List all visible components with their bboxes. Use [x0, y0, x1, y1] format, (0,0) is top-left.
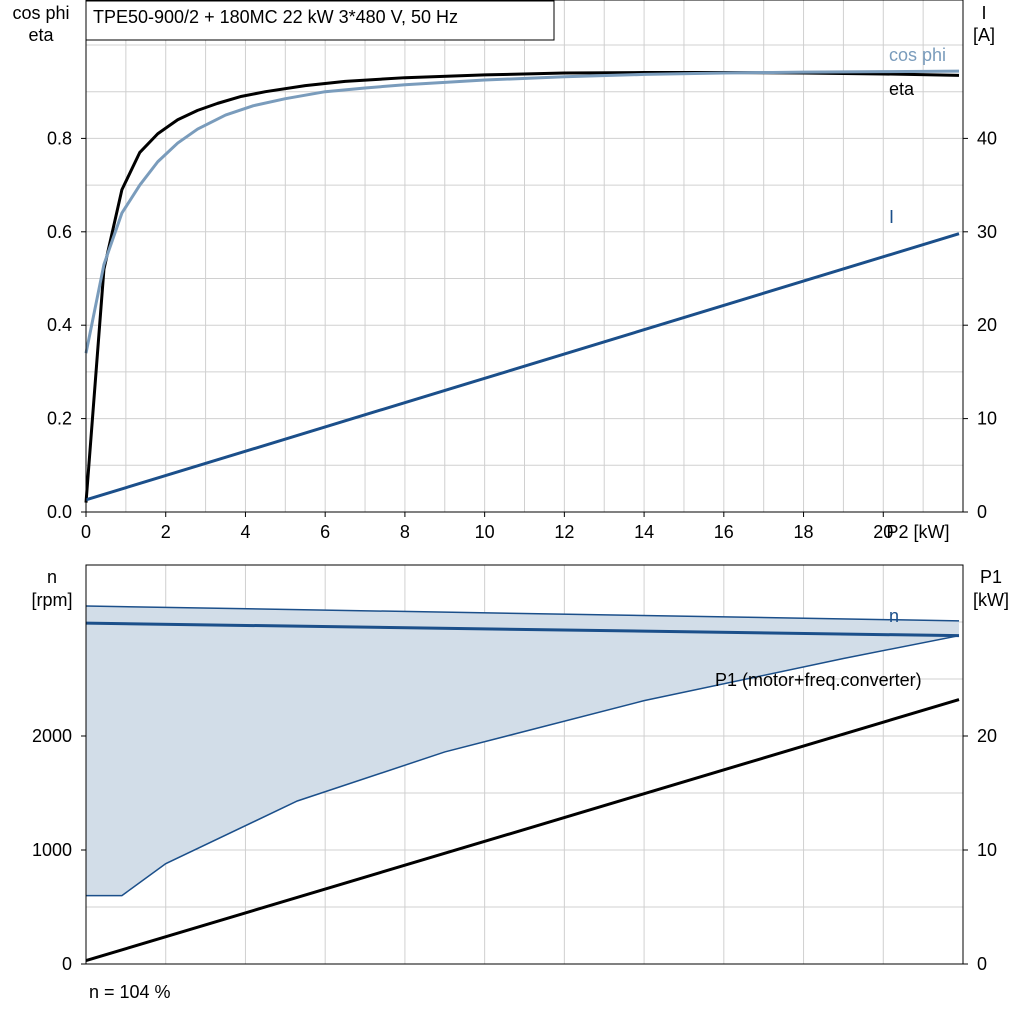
series-label-speed: n	[889, 606, 899, 626]
series-line-p1	[85, 698, 960, 963]
series-label-p1: P1 (motor+freq.converter)	[715, 670, 922, 690]
top-right-axis-label-line1: I	[981, 3, 986, 23]
bottom-plot-frame	[85, 564, 964, 965]
y-left-tick-label: 0.4	[47, 315, 72, 335]
y-left-tick-label: 0.2	[47, 409, 72, 429]
y-left-tick-label: 0.6	[47, 222, 72, 242]
bottom-left-axis-label-line2: [rpm]	[31, 590, 72, 610]
top-tick-labels: 0 2 4 6 8 10 12 14 16 18 20 0.0 0.2 0.4 0.6 0.8 0 10 20 30 4…	[47, 128, 997, 542]
x-tick-label: 6	[320, 522, 330, 542]
x-tick-label: 18	[794, 522, 814, 542]
bottom-y-left-tick-label: 0	[62, 954, 72, 974]
y-right-tick-label: 10	[977, 409, 997, 429]
top-right-axis-label-line2: [A]	[973, 25, 995, 45]
chart-title: TPE50-900/2 + 180MC 22 kW 3*480 V, 50 Hz	[93, 7, 458, 27]
y-left-tick-label: 0.8	[47, 128, 72, 148]
x-tick-label: 12	[554, 522, 574, 542]
bottom-right-axis-label-line1: P1	[980, 567, 1002, 587]
x-tick-label: 16	[714, 522, 734, 542]
bottom-tick-labels: 0 1000 2000 0 10 20	[32, 726, 997, 974]
bottom-right-axis-label-line2: [kW]	[973, 590, 1009, 610]
bottom-panel: n [rpm] P1 [kW] 0 1000 2000 0 10 20 n P1 (mot…	[31, 564, 1009, 1002]
top-series	[84, 69, 960, 503]
bottom-y-right-tick-label: 20	[977, 726, 997, 746]
bottom-y-left-tick-label: 2000	[32, 726, 72, 746]
title-box: TPE50-900/2 + 180MC 22 kW 3*480 V, 50 Hz	[85, 0, 555, 41]
x-tick-label: 4	[240, 522, 250, 542]
bottom-series	[85, 605, 960, 963]
y-right-tick-label: 0	[977, 502, 987, 522]
series-line-cos-phi	[84, 69, 960, 354]
y-left-tick-label: 0.0	[47, 502, 72, 522]
series-line-i	[85, 232, 960, 502]
speed-band-lower-line	[86, 634, 960, 897]
y-right-tick-label: 30	[977, 222, 997, 242]
series-label-eta: eta	[889, 79, 915, 99]
speed-band-upper-line	[85, 605, 960, 622]
series-label-cos-phi: cos phi	[889, 45, 946, 65]
top-panel: TPE50-900/2 + 180MC 22 kW 3*480 V, 50 Hz…	[12, 0, 997, 542]
speed-range-band	[86, 606, 960, 896]
top-left-axis-label-line1: cos phi	[12, 3, 69, 23]
x-tick-label: 8	[400, 522, 410, 542]
series-label-current: I	[889, 207, 894, 227]
x-axis-label: P2 [kW]	[886, 522, 949, 542]
top-plot-frame	[85, 0, 964, 513]
top-left-axis-label-line2: eta	[28, 25, 54, 45]
bottom-y-right-tick-label: 0	[977, 954, 987, 974]
x-tick-label: 10	[475, 522, 495, 542]
series-line-speed	[85, 621, 960, 638]
footer-speed-percent: n = 104 %	[89, 982, 171, 1002]
x-tick-label: 0	[81, 522, 91, 542]
x-tick-label: 20	[873, 522, 893, 542]
bottom-y-right-tick-label: 10	[977, 840, 997, 860]
bottom-y-left-tick-label: 1000	[32, 840, 72, 860]
bottom-left-axis-label-line1: n	[47, 567, 57, 587]
x-tick-label: 2	[161, 522, 171, 542]
y-right-tick-label: 40	[977, 128, 997, 148]
x-tick-label: 14	[634, 522, 654, 542]
y-right-tick-label: 20	[977, 315, 997, 335]
